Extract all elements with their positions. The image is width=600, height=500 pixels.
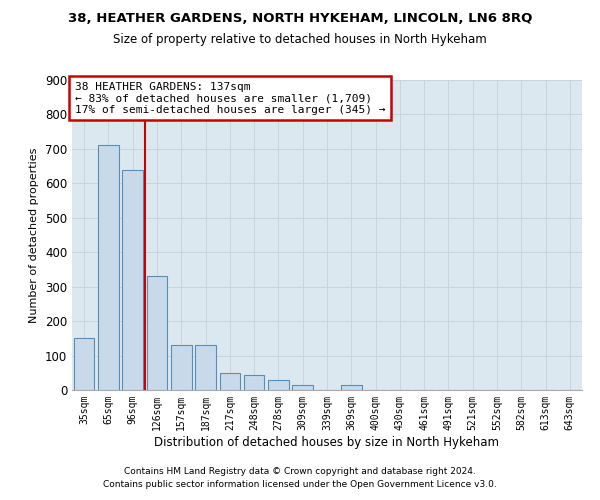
Bar: [244, 374, 265, 390]
Bar: [146, 276, 167, 390]
Bar: [220, 373, 240, 390]
Bar: [341, 385, 362, 390]
Bar: [292, 385, 313, 390]
Y-axis label: Number of detached properties: Number of detached properties: [29, 148, 40, 322]
Bar: [195, 345, 216, 390]
Bar: [74, 338, 94, 390]
Text: Contains public sector information licensed under the Open Government Licence v3: Contains public sector information licen…: [103, 480, 497, 489]
Text: 38 HEATHER GARDENS: 137sqm
← 83% of detached houses are smaller (1,709)
17% of s: 38 HEATHER GARDENS: 137sqm ← 83% of deta…: [74, 82, 385, 115]
X-axis label: Distribution of detached houses by size in North Hykeham: Distribution of detached houses by size …: [155, 436, 499, 448]
Bar: [122, 170, 143, 390]
Bar: [98, 146, 119, 390]
Text: Contains HM Land Registry data © Crown copyright and database right 2024.: Contains HM Land Registry data © Crown c…: [124, 467, 476, 476]
Bar: [268, 380, 289, 390]
Bar: [171, 345, 191, 390]
Text: Size of property relative to detached houses in North Hykeham: Size of property relative to detached ho…: [113, 32, 487, 46]
Text: 38, HEATHER GARDENS, NORTH HYKEHAM, LINCOLN, LN6 8RQ: 38, HEATHER GARDENS, NORTH HYKEHAM, LINC…: [68, 12, 532, 26]
